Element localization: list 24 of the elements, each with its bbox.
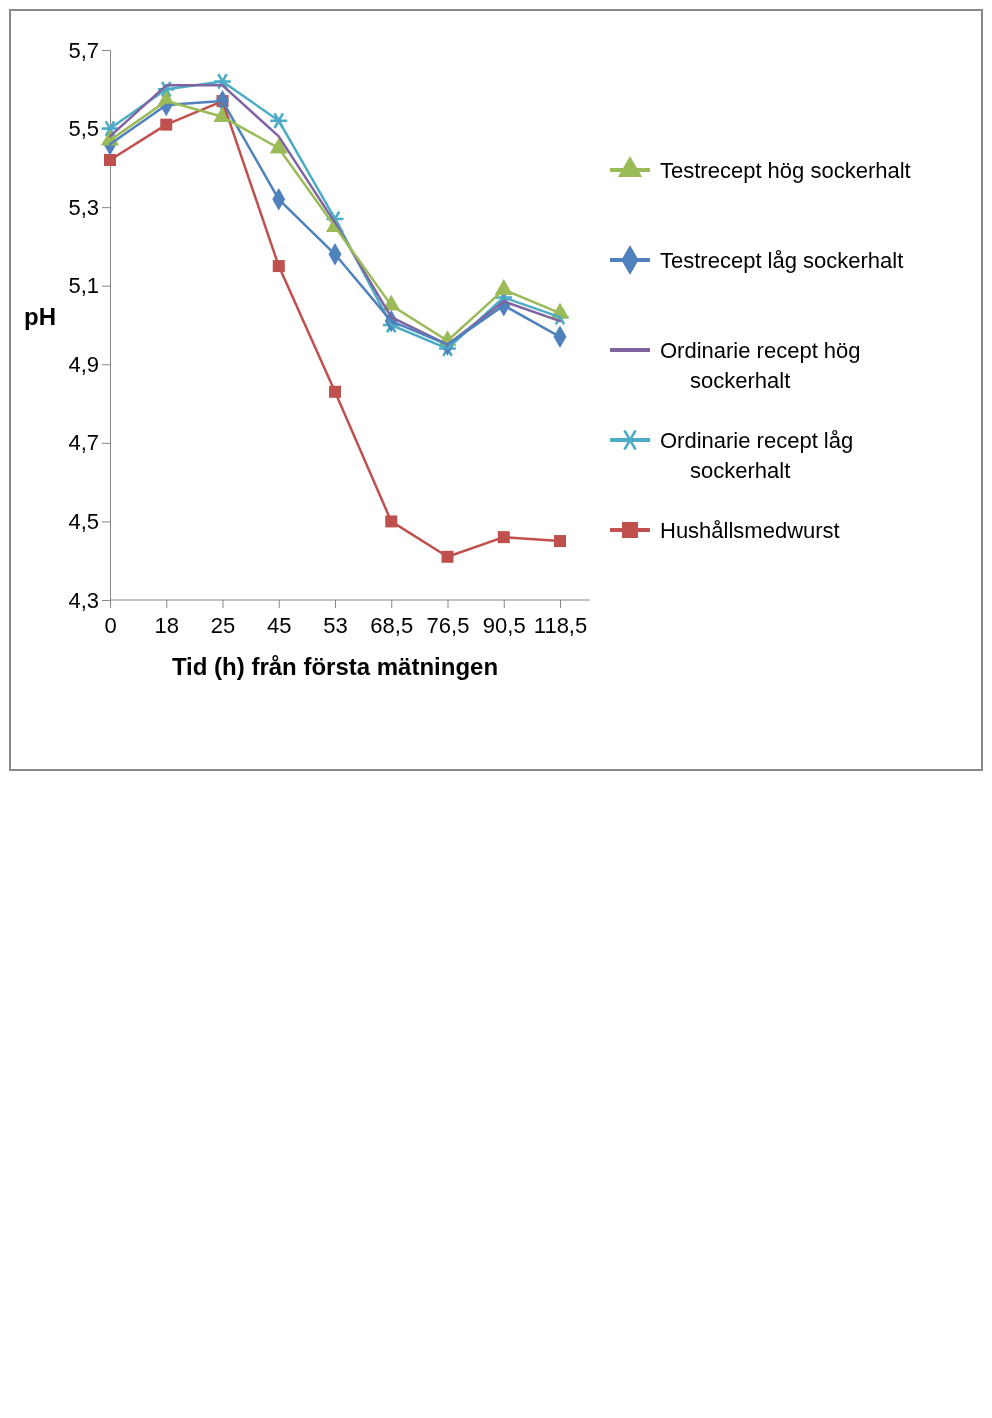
y-tick-label: 4,9 [68, 351, 99, 377]
legend-label: Ordinarie recept hög sockerhalt [660, 338, 861, 393]
x-tick-label: 0 [104, 613, 117, 638]
x-tick-label: 18 [154, 613, 179, 638]
x-tick-label: 25 [210, 613, 236, 638]
x-tick-label: 118,5 [533, 613, 588, 638]
x-tick-label: 76,5 [426, 613, 470, 638]
y-tick-label: 5,7 [68, 37, 99, 63]
x-tick-label: 45 [267, 613, 292, 638]
legend-label: Ordinarie recept låg sockerhalt [660, 428, 854, 483]
x-tick-label: 90,5 [482, 613, 526, 638]
y-tick-label: 4,7 [68, 430, 99, 456]
y-tick-label: 5,1 [68, 273, 99, 299]
legend-label: Hushållsmedwurst [660, 518, 840, 543]
legend-label: Testrecept hög sockerhalt [660, 158, 911, 183]
y-axis-title: pH [24, 303, 56, 330]
y-tick-label: 5,3 [68, 194, 99, 220]
x-tick-label: 68,5 [370, 613, 414, 638]
x-tick-label: 53 [323, 613, 348, 638]
y-tick-label: 4,5 [68, 508, 99, 534]
x-axis-title: Tid (h) från första mätningen [171, 653, 499, 680]
legend-label: Testrecept låg sockerhalt [660, 248, 904, 273]
y-tick-label: 5,5 [68, 116, 99, 142]
y-tick-label: 4,3 [68, 587, 99, 613]
